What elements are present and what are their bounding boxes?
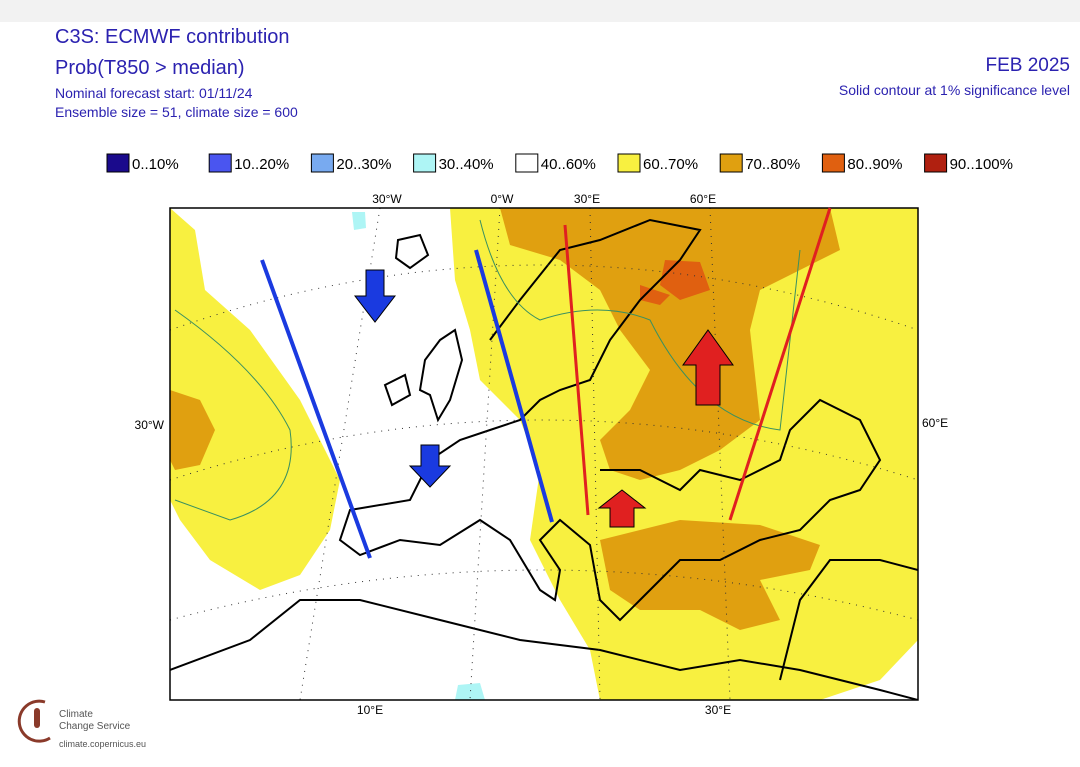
legend-swatch	[310, 153, 334, 173]
legend: 0..10% 10..20% 20..30% 30..40% 40..60% 60..70…	[106, 153, 1013, 173]
forecast-start: Nominal forecast start: 01/11/24	[55, 85, 253, 101]
date: FEB 2025	[986, 55, 1071, 76]
orange-area	[600, 520, 820, 630]
legend-swatch	[821, 153, 845, 173]
lat-label: 60°E	[922, 416, 948, 430]
graticule	[170, 208, 918, 700]
map: 30°W 0°W 30°E 60°E 30°W 60°E 10°E 30°E	[135, 192, 949, 717]
top-bar	[0, 0, 1080, 22]
legend-swatch	[413, 153, 437, 173]
org: Change Service	[59, 721, 131, 732]
lon-label: 10°E	[357, 703, 383, 717]
legend-swatch	[515, 153, 539, 173]
legend-label: 0..10%	[132, 156, 179, 173]
yellow-area	[170, 208, 340, 590]
legend-label: 60..70%	[643, 156, 698, 173]
trend-line	[563, 224, 590, 516]
sizes: Ensemble size = 51, climate size = 600	[55, 104, 298, 120]
trend-line	[260, 259, 372, 559]
lon-label: 30°W	[372, 192, 402, 206]
legend-swatch	[924, 153, 948, 173]
legend-label: 30..40%	[439, 156, 494, 173]
up-arrow	[597, 489, 647, 528]
coastlines	[170, 218, 918, 700]
lat-label: 30°W	[135, 418, 165, 432]
lon-label: 0°W	[491, 192, 514, 206]
orange-area	[500, 208, 840, 480]
lon-label: 30°E	[574, 192, 600, 206]
down-arrow	[353, 269, 397, 323]
subtitle: Prob(T850 > median)	[55, 57, 245, 79]
trend-line	[728, 207, 832, 521]
legend-label: 10..20%	[234, 156, 289, 173]
significance-contour	[174, 219, 801, 521]
org: Climate	[59, 709, 93, 720]
legend-label: 70..80%	[745, 156, 800, 173]
legend-label: 20..30%	[336, 156, 391, 173]
lon-label: 30°E	[705, 703, 731, 717]
legend-swatch	[208, 153, 232, 173]
dark-orange-area	[640, 260, 710, 305]
legend-swatch	[617, 153, 641, 173]
logo-ring	[17, 699, 51, 743]
legend-label: 90..100%	[950, 156, 1013, 173]
lon-label: 60°E	[690, 192, 716, 206]
legend-label: 40..60%	[541, 156, 596, 173]
legend-swatch	[719, 153, 743, 173]
legend-label: 80..90%	[847, 156, 902, 173]
title: C3S: ECMWF contribution	[55, 26, 290, 48]
map-frame	[169, 207, 919, 701]
up-arrow	[682, 329, 734, 406]
logo-thermometer	[34, 708, 40, 728]
logo: Climate Change Service climate.copernicu…	[17, 699, 146, 749]
url: climate.copernicus.eu	[59, 739, 146, 749]
note: Solid contour at 1% significance level	[839, 82, 1070, 98]
trend-line	[474, 249, 554, 523]
orange-area	[170, 390, 215, 470]
legend-swatch	[106, 153, 130, 173]
down-arrow	[408, 444, 452, 488]
